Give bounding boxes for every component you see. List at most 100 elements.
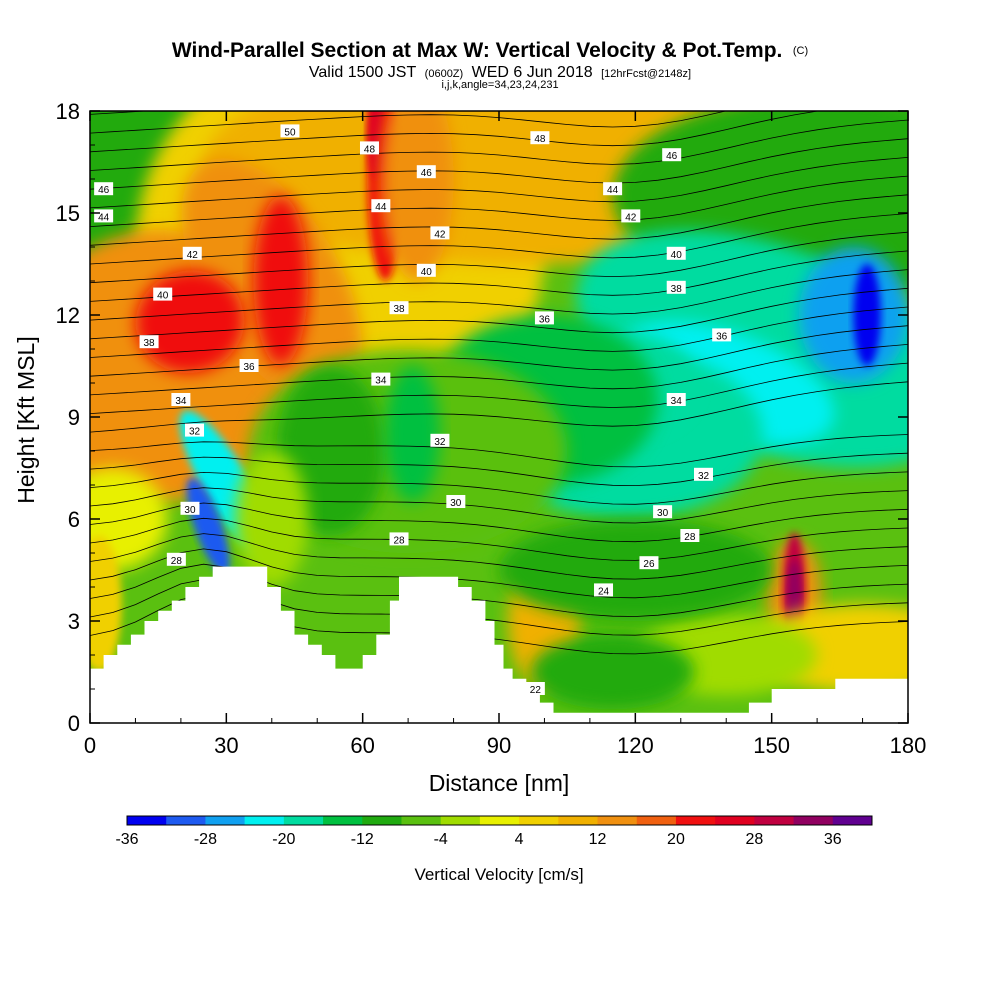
contour-labels: 50 48 48 46 46 46 44 44 44 42 42 42 40 40 40 38 38 36 38 36… [94, 124, 732, 696]
colorbar-swatch-15 [715, 816, 755, 825]
isentrope-3 [90, 548, 908, 599]
colorbar-label-5: 4 [515, 831, 524, 848]
velocity-region-10 [380, 111, 454, 281]
contour-label-box-10 [621, 209, 641, 223]
contour-label-15: 38 [671, 284, 683, 295]
isentrope-9 [90, 452, 908, 487]
contour-label-box-1 [359, 141, 379, 155]
isentrope-24 [90, 138, 908, 190]
x-tick-label-0: 0 [84, 733, 96, 758]
contour-label-4: 46 [421, 168, 433, 179]
contour-label-23: 34 [671, 396, 683, 407]
contour-label-box-29 [653, 505, 673, 519]
colorbar-swatch-4 [283, 816, 324, 825]
contour-label-35: 22 [530, 685, 542, 696]
isentrope-21 [90, 194, 908, 246]
isentrope-15 [90, 306, 908, 358]
isentrope-4 [90, 533, 908, 580]
x-tick-label-90: 90 [487, 733, 511, 758]
velocity-region-33 [530, 634, 695, 710]
contour-label-box-31 [389, 532, 409, 546]
contour-label-box-11 [182, 246, 202, 260]
contour-label-box-12 [666, 246, 686, 260]
subtitle-valid: Valid 1500 JST [309, 64, 417, 81]
contour-label-9: 42 [434, 229, 446, 240]
contour-label-box-19 [712, 328, 732, 342]
contour-label-box-25 [430, 433, 450, 447]
contour-label-box-30 [680, 529, 700, 542]
x-tick-label-30: 30 [214, 733, 238, 758]
contour-label-box-27 [180, 501, 200, 515]
contour-label-21: 34 [375, 376, 387, 387]
colorbar-swatch-18 [832, 816, 873, 825]
chart-title-mark: (C) [793, 45, 808, 57]
x-tick-label-150: 150 [753, 733, 790, 758]
colorbar-swatch-12 [597, 816, 638, 825]
colorbar-label-7: 20 [667, 831, 685, 848]
velocity-region-7 [253, 196, 309, 366]
contour-label-box-7 [371, 199, 391, 213]
contour-label-33: 26 [643, 559, 655, 570]
isentrope-22 [90, 175, 908, 227]
velocity-region-34 [499, 519, 772, 621]
velocity-region-14 [853, 264, 881, 366]
colorbar-swatch-11 [558, 816, 599, 825]
colorbar-label-8: 28 [745, 831, 763, 848]
x-axis-label: Distance [nm] [429, 770, 570, 796]
colorbar-label-6: 12 [589, 831, 607, 848]
velocity-region-25 [90, 536, 122, 672]
contour-label-25: 32 [434, 437, 446, 448]
chart-subtitle: Valid 1500 JST (0600Z) WED 6 Jun 2018 [1… [309, 64, 691, 81]
colorbar-swatch-13 [636, 816, 677, 825]
colorbar-swatch-3 [244, 816, 285, 825]
subtitle-date: WED 6 Jun 2018 [472, 64, 593, 81]
colorbar-swatch-16 [754, 816, 795, 825]
contour-label-14: 40 [157, 291, 169, 302]
subtitle-utc: (0600Z) [425, 68, 464, 80]
isentrope-16 [90, 287, 908, 340]
y-axis-label: Height [Kft MSL] [13, 336, 39, 503]
y-tick-label-9: 9 [68, 405, 80, 430]
chart-title: Wind-Parallel Section at Max W: Vertical… [172, 39, 808, 62]
colorbar-label-3: -12 [351, 831, 374, 848]
chart-title-main: Wind-Parallel Section at Max W: Vertical… [172, 39, 783, 62]
isentrope-5 [90, 517, 908, 561]
colorbar-label-4: -4 [434, 831, 448, 848]
contour-label-7: 44 [375, 202, 387, 213]
contour-label-24: 32 [189, 427, 201, 438]
contour-label-28: 30 [450, 498, 462, 509]
isentrope-6 [90, 502, 908, 543]
contour-label-box-24 [185, 423, 205, 437]
isentrope-12 [90, 362, 908, 414]
contour-label-27: 30 [184, 505, 196, 516]
contour-label-box-23 [666, 393, 686, 406]
colorbar-label-0: -36 [115, 831, 138, 848]
isentrope-10 [90, 434, 908, 468]
contour-label-box-32 [166, 552, 186, 566]
contour-label-box-33 [639, 556, 659, 570]
colorbar-swatch-0 [127, 816, 167, 825]
contour-label-32: 28 [171, 556, 183, 567]
contour-label-3: 46 [666, 151, 678, 162]
colorbar-swatch-9 [479, 816, 520, 825]
contour-label-box-5 [94, 182, 114, 196]
colorbar-frame [126, 815, 873, 826]
isentrope-13 [90, 344, 908, 396]
colorbar-label-2: -20 [272, 831, 295, 848]
colorbar-swatch-6 [362, 816, 402, 825]
colorbar-swatch-14 [675, 816, 716, 825]
y-tick-label-3: 3 [68, 609, 80, 634]
contour-label-19: 36 [716, 331, 728, 342]
colorbar: -36 -28 -20 -12 -4 4 12 20 28 36 [115, 815, 873, 848]
colorbar-swatch-8 [440, 816, 481, 825]
colorbar-swatch-7 [401, 816, 442, 825]
y-tick-label-12: 12 [56, 303, 80, 328]
colorbar-swatch-5 [323, 816, 363, 825]
contour-label-8: 44 [98, 212, 110, 223]
subtitle-forecast: [12hrFcst@2148z] [601, 68, 691, 80]
colorbar-swatch-10 [519, 816, 559, 825]
colorbar-label-1: -28 [194, 831, 217, 848]
colorbar-swatch-2 [205, 816, 246, 825]
contour-label-16: 38 [393, 304, 405, 315]
